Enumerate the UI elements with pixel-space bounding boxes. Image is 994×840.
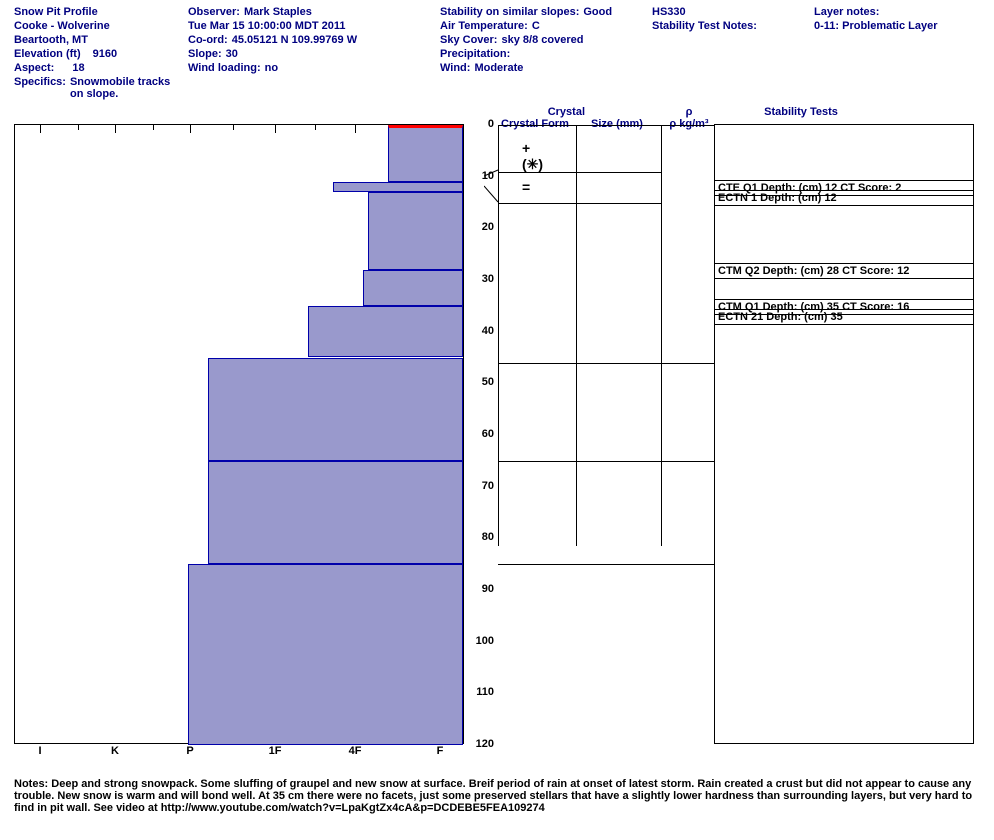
hardness-tick <box>190 125 191 133</box>
hardness-bar <box>388 125 463 182</box>
elevation-label: Elevation (ft) <box>14 48 81 60</box>
notes-text: Deep and strong snowpack. Some sluffing … <box>14 778 972 814</box>
specifics-label: Specifics: <box>14 76 66 100</box>
wind-loading-label: Wind loading: <box>188 62 261 74</box>
coord-value: 45.05121 N 109.99769 W <box>232 34 357 46</box>
stability-test-row: CTM Q2 Depth: (cm) 28 CT Score: 12 <box>714 263 973 279</box>
hardness-tick <box>115 125 116 133</box>
aspect-label: Aspect: <box>14 62 54 74</box>
depth-label: 110 <box>476 686 494 698</box>
crystal-header: Crystal <box>505 106 585 118</box>
hardness-label: K <box>111 745 119 757</box>
crystal-symbol: = <box>522 179 530 195</box>
site-name: Cooke - Wolverine <box>14 20 186 32</box>
slope-value: 30 <box>226 48 238 60</box>
hardness-subtick <box>78 125 79 130</box>
hardness-bar <box>368 192 463 270</box>
hardness-subtick <box>315 125 316 130</box>
depth-label: 80 <box>482 531 494 543</box>
data-hline-wide <box>661 363 714 364</box>
stability-value: Good <box>583 6 612 18</box>
hardness-label: 4F <box>349 745 362 757</box>
hardness-label: P <box>186 745 193 757</box>
title-label: Snow Pit Profile <box>14 6 186 18</box>
header: Snow Pit Profile Cooke - Wolverine Beart… <box>0 0 994 102</box>
connector-lines <box>484 124 500 204</box>
hardness-chart: IKP1F4FF <box>14 124 464 744</box>
depth-label: 120 <box>476 738 494 750</box>
crystal-symbol: + (✳) <box>522 140 543 173</box>
air-temp-value: C <box>532 20 540 32</box>
stability-tests-panel: CTE Q1 Depth: (cm) 12 CT Score: 2ECTN 1 … <box>714 124 974 744</box>
stability-test-row: ECTN 21 Depth: (cm) 35 <box>714 309 973 325</box>
depth-label: 50 <box>482 376 494 388</box>
hardness-bar <box>333 182 463 192</box>
slope-label: Slope: <box>188 48 222 60</box>
size-header: Size (mm) <box>577 118 657 130</box>
depth-label: 20 <box>482 221 494 233</box>
stability-label: Stability on similar slopes: <box>440 6 579 18</box>
data-hline <box>498 363 661 364</box>
hardness-bar <box>208 358 463 461</box>
stab-test-notes-label: Stability Test Notes: <box>652 20 812 32</box>
observer-value: Mark Staples <box>244 6 312 18</box>
observer-label: Observer: <box>188 6 240 18</box>
data-hline <box>498 125 661 126</box>
data-hline <box>498 564 661 565</box>
hardness-label: 1F <box>269 745 282 757</box>
data-hline <box>498 203 661 204</box>
layer-notes-value: 0-11: Problematic Layer <box>814 20 994 32</box>
sky-cover-value: sky 8/8 covered <box>501 34 583 46</box>
hardness-subtick <box>233 125 234 130</box>
hardness-bar <box>363 270 463 306</box>
wind-loading-value: no <box>265 62 278 74</box>
data-hline-wide <box>661 461 714 462</box>
wind-value: Moderate <box>474 62 523 74</box>
hardness-tick <box>355 125 356 133</box>
hardness-bar <box>188 564 463 745</box>
coord-label: Co-ord: <box>188 34 228 46</box>
hardness-label: I <box>38 745 41 757</box>
chart-area: CrystalCrystal Form Size (mm) ρρ kg/m³ S… <box>0 106 994 774</box>
elevation-value: 9160 <box>93 48 117 60</box>
density-symbol: ρ <box>669 106 709 118</box>
depth-label: 60 <box>482 428 494 440</box>
depth-label: 100 <box>476 635 494 647</box>
data-hline-wide <box>661 564 714 565</box>
depth-label: 30 <box>482 273 494 285</box>
depth-label: 70 <box>482 480 494 492</box>
notes-label: Notes: <box>14 778 48 790</box>
density-header: ρ kg/m³ <box>661 118 717 130</box>
datetime: Tue Mar 15 10:00:00 MDT 2011 <box>188 20 438 32</box>
hs-value: HS330 <box>652 6 812 18</box>
location: Beartooth, MT <box>14 34 186 46</box>
stability-test-row: ECTN 1 Depth: (cm) 12 <box>714 190 973 206</box>
hardness-label: F <box>437 745 444 757</box>
depth-scale: 0102030405060708090100110120 <box>464 124 498 744</box>
sky-cover-label: Sky Cover: <box>440 34 497 46</box>
depth-label: 90 <box>482 583 494 595</box>
hardness-bar <box>208 461 463 564</box>
aspect-value: 18 <box>72 62 84 74</box>
stability-header: Stability Tests <box>741 106 861 118</box>
wind-label: Wind: <box>440 62 470 74</box>
notes-section: Notes: Deep and strong snowpack. Some sl… <box>0 774 994 818</box>
specifics-value: Snowmobile tracks on slope. <box>70 76 186 100</box>
crystal-form-header: Crystal Form <box>501 118 569 130</box>
hardness-bar <box>308 306 463 358</box>
hardness-tick <box>40 125 41 133</box>
hardness-subtick <box>153 125 154 130</box>
depth-label: 40 <box>482 325 494 337</box>
hardness-tick <box>275 125 276 133</box>
data-hline-wide <box>661 125 714 126</box>
layer-notes-label: Layer notes: <box>814 6 994 18</box>
precip-label: Precipitation: <box>440 48 510 60</box>
air-temp-label: Air Temperature: <box>440 20 528 32</box>
data-hline <box>498 461 661 462</box>
